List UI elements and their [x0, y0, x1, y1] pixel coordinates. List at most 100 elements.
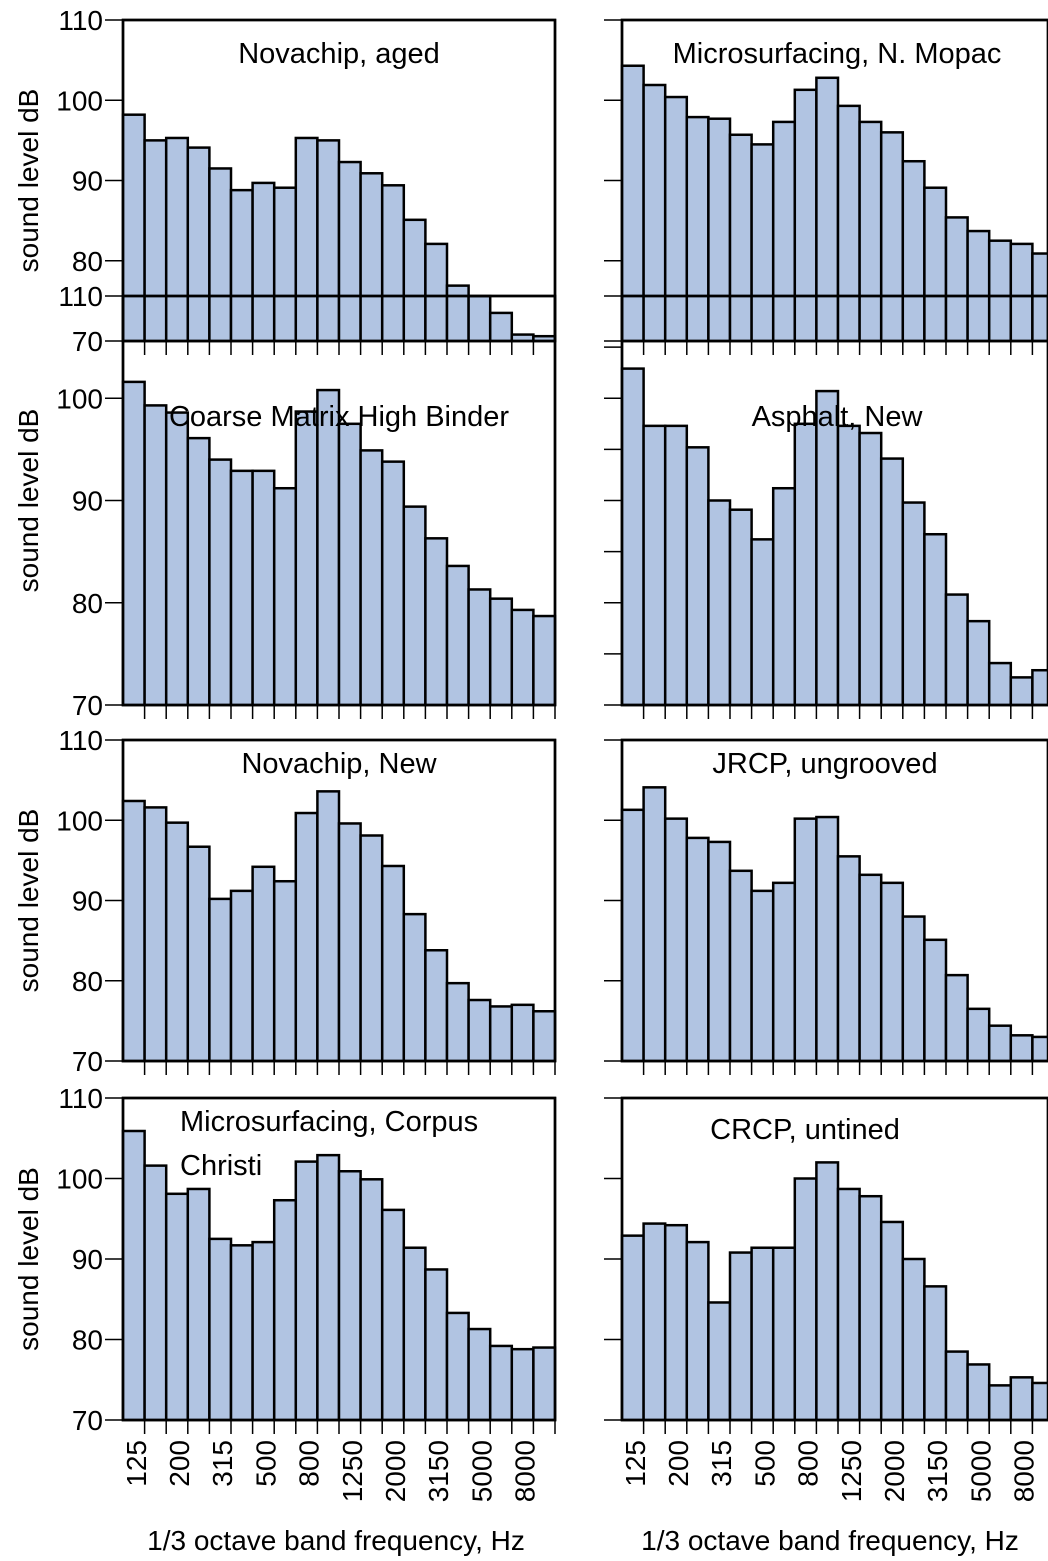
y-tick-label: 80 [72, 1325, 103, 1356]
x-tick-label: 1250 [337, 1440, 368, 1502]
bar [793, 1177, 818, 1422]
bar [750, 143, 775, 343]
bar [272, 1198, 298, 1422]
panel-title-line: Christi [180, 1150, 262, 1182]
bar [510, 1347, 535, 1422]
y-tick-label: 100 [56, 85, 103, 116]
x-tick-label: 3150 [922, 1440, 953, 1502]
bar [944, 973, 969, 1063]
bar [858, 431, 883, 707]
bar [251, 865, 276, 1063]
bar [208, 897, 233, 1063]
bar [858, 120, 883, 343]
bar [402, 505, 427, 707]
y-tick-label: 70 [72, 690, 103, 721]
x-tick-label: 3150 [423, 1440, 454, 1502]
bar [879, 131, 905, 343]
bar [707, 117, 732, 343]
bar [121, 1129, 146, 1422]
bar [424, 242, 449, 343]
bar [944, 216, 969, 343]
panel-title: Coarse Matrix High Binder [169, 401, 509, 433]
bar [1009, 242, 1034, 343]
bar [445, 981, 470, 1063]
bar [229, 1244, 254, 1422]
bar [642, 83, 667, 343]
bar [467, 588, 492, 707]
bar [316, 139, 341, 343]
bar [923, 1285, 948, 1422]
y-tick-label: 70 [72, 1046, 103, 1077]
bar [707, 1301, 732, 1422]
y-tick-label: 110 [58, 725, 103, 756]
bar [663, 1223, 689, 1422]
panel-title: Microsurfacing, N. Mopac [673, 38, 1002, 70]
bar [728, 133, 753, 343]
bar [815, 389, 840, 707]
bar [251, 1240, 276, 1422]
bar [923, 938, 948, 1063]
bar [532, 614, 557, 707]
x-axis-label: 1/3 octave band frequency, Hz [147, 1525, 525, 1556]
bar [488, 597, 514, 707]
x-tick-label: 5000 [965, 1440, 996, 1502]
y-axis-label: sound level dB [13, 409, 44, 593]
bar [771, 120, 797, 343]
bar [879, 881, 905, 1063]
bar [815, 1161, 840, 1422]
bar [620, 64, 645, 343]
y-tick-label: 70 [72, 1405, 103, 1436]
bar [316, 1153, 341, 1422]
bar [164, 136, 190, 343]
bar [1009, 1034, 1034, 1063]
bar [987, 239, 1013, 343]
bar [402, 218, 427, 343]
y-tick-label: 80 [72, 966, 103, 997]
bar [121, 799, 146, 1063]
bar [836, 855, 861, 1063]
bar [836, 104, 861, 343]
bar [620, 1234, 645, 1422]
y-tick-label: 100 [56, 1164, 103, 1195]
bar [1031, 1381, 1048, 1422]
bar [272, 486, 298, 707]
bar [879, 457, 905, 707]
bar [771, 881, 797, 1063]
x-tick-label: 125 [620, 1440, 651, 1487]
x-tick-label: 5000 [466, 1440, 497, 1502]
bar [208, 458, 233, 707]
x-tick-label: 800 [793, 1440, 824, 1487]
bar [186, 436, 211, 707]
bar [294, 410, 319, 707]
bar [445, 564, 470, 707]
bar [467, 1327, 492, 1422]
bar [467, 998, 492, 1063]
y-tick-label: 100 [56, 805, 103, 836]
y-tick-label: 90 [72, 486, 103, 517]
y-tick-label: 110 [58, 281, 103, 312]
y-axis-label: sound level dB [13, 89, 44, 273]
bar [642, 1222, 667, 1422]
bar [944, 593, 969, 707]
bar [771, 486, 797, 707]
x-tick-label: 500 [749, 1440, 780, 1487]
bar [229, 469, 254, 707]
panel-title: Novachip, aged [238, 38, 440, 70]
bar [380, 184, 406, 343]
bar [793, 88, 818, 343]
bar [966, 1363, 991, 1422]
bar [987, 1384, 1013, 1422]
bar [337, 1170, 362, 1422]
bar [987, 661, 1013, 707]
bar [294, 136, 319, 343]
bar [620, 367, 645, 707]
bar [208, 167, 233, 343]
bar [510, 608, 535, 707]
bar [685, 446, 710, 707]
y-tick-label: 90 [72, 166, 103, 197]
y-tick-label: 110 [58, 5, 103, 36]
bar [164, 411, 190, 707]
bar [272, 186, 298, 343]
x-tick-label: 1250 [836, 1440, 867, 1502]
